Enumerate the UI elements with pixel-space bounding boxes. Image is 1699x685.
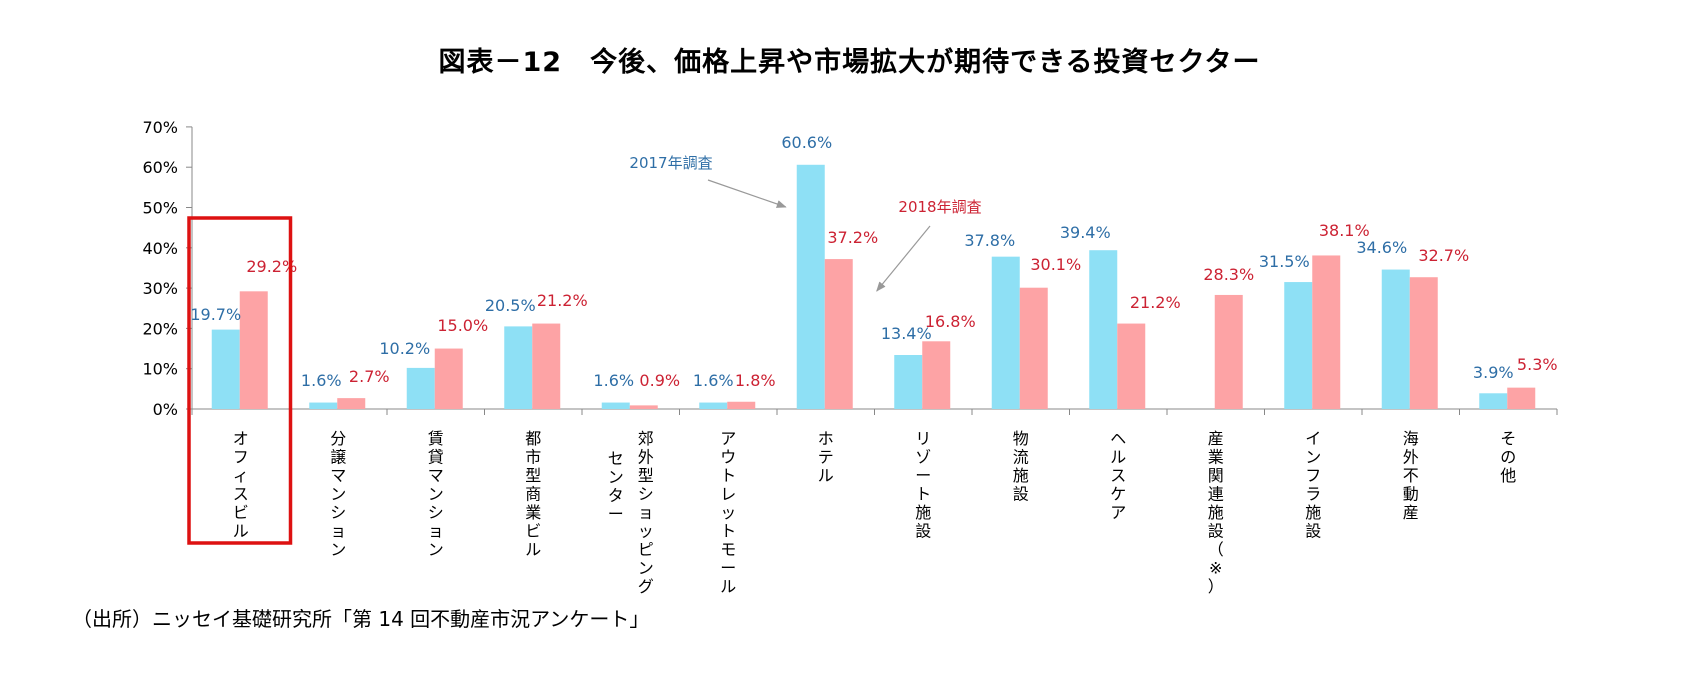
- data-label: 1.6%: [693, 371, 734, 390]
- bar-2017: [1089, 250, 1118, 409]
- data-label: 15.0%: [437, 316, 488, 335]
- callout-arrow-2018: [876, 225, 931, 292]
- data-label: 10.2%: [379, 339, 430, 358]
- bar-2017: [699, 402, 728, 409]
- data-label: 1.6%: [301, 371, 342, 390]
- bar-2018: [1312, 255, 1341, 409]
- y-tick-label: 10%: [142, 360, 178, 379]
- data-label: 37.2%: [827, 228, 878, 247]
- bar-2017: [894, 354, 923, 409]
- data-label: 32.7%: [1418, 246, 1469, 265]
- bar-2017: [1479, 393, 1508, 409]
- data-label: 30.1%: [1030, 255, 1081, 274]
- y-tick-label: 30%: [142, 279, 178, 298]
- data-label: 31.5%: [1259, 252, 1310, 271]
- bar-2018: [434, 348, 463, 409]
- data-label: 16.8%: [925, 312, 976, 331]
- data-label: 28.3%: [1203, 265, 1254, 284]
- bar-2017: [796, 164, 825, 409]
- category-label: 郊外型ショッピング: [638, 429, 654, 596]
- y-tick-label: 60%: [142, 158, 178, 177]
- bar-2018: [824, 259, 853, 409]
- y-tick-label: 20%: [142, 319, 178, 338]
- y-tick-label: 50%: [142, 199, 178, 218]
- bar-2018: [1117, 323, 1146, 409]
- callout-arrow-2017: [707, 179, 787, 208]
- category-label: センター: [608, 449, 624, 524]
- data-label: 21.2%: [1130, 293, 1181, 312]
- bar-2018: [532, 323, 561, 409]
- bar-2018: [239, 291, 268, 409]
- bar-2017: [406, 367, 435, 409]
- chart-annotations: 2017年調査 2018年調査: [629, 154, 982, 292]
- chart-data-labels: 19.7%29.2%1.6% 2.7%10.2%15.0%20.5% 21.2%1.…: [190, 133, 1557, 390]
- bar-2017: [1284, 282, 1313, 409]
- data-label: 34.6%: [1356, 238, 1407, 257]
- data-label: 13.4%: [881, 324, 932, 343]
- bar-2018: [337, 398, 366, 409]
- data-label: 5.3%: [1517, 355, 1558, 374]
- y-tick-label: 0%: [153, 400, 178, 419]
- category-label: リゾート施設: [915, 429, 931, 541]
- category-label: 産業関連施設（※）: [1208, 429, 1224, 596]
- bar-2017: [309, 402, 338, 409]
- callout-2018: 2018年調査: [898, 198, 981, 216]
- data-label: 19.7%: [190, 305, 241, 324]
- category-label: 都市型商業ビル: [525, 429, 541, 559]
- category-label: インフラ施設: [1305, 429, 1321, 541]
- category-label: 賃貸マンション: [428, 429, 444, 559]
- data-label: 3.9%: [1473, 363, 1514, 382]
- y-tick-label: 40%: [142, 239, 178, 258]
- data-label: 21.2%: [537, 291, 588, 310]
- data-label: 1.8%: [735, 371, 776, 390]
- data-label: 0.9%: [639, 371, 680, 390]
- data-label: 60.6%: [781, 133, 832, 152]
- bar-2018: [922, 341, 951, 409]
- category-label: その他: [1500, 429, 1516, 485]
- category-label: アウトレットモール: [720, 429, 736, 596]
- highlight-box: [187, 216, 293, 545]
- data-label: 2.7%: [349, 367, 390, 386]
- bar-2017: [211, 329, 240, 409]
- category-label: 物流施設: [1013, 429, 1029, 504]
- y-tick-label: 70%: [142, 118, 178, 137]
- data-label: 20.5%: [485, 296, 536, 315]
- bar-2017: [1381, 269, 1410, 409]
- bar-2018: [727, 401, 756, 409]
- chart-bars: [211, 164, 1536, 409]
- bar-2018: [1507, 387, 1536, 409]
- category-label: ホテル: [818, 429, 834, 485]
- bar-2018: [1214, 294, 1243, 409]
- chart-category-labels: オフィスビル 分譲マンション 賃貸マンション 都市型商業ビル 郊外型ショッピングセンター…: [187, 216, 1516, 596]
- source-note: （出所）ニッセイ基礎研究所「第 14 回不動産市況アンケート」: [72, 607, 650, 631]
- data-label: 39.4%: [1060, 223, 1111, 242]
- category-label: オフィスビル: [233, 429, 249, 541]
- data-label: 1.6%: [593, 371, 634, 390]
- data-label: 38.1%: [1319, 221, 1370, 240]
- data-label: 29.2%: [246, 257, 297, 276]
- callout-2017: 2017年調査: [629, 154, 712, 172]
- bar-2018: [629, 405, 658, 409]
- data-label: 37.8%: [964, 231, 1015, 250]
- bar-2018: [1409, 277, 1438, 409]
- bar-2017: [991, 256, 1020, 409]
- category-label: ヘルスケア: [1110, 429, 1126, 522]
- category-label: 分譲マンション: [330, 429, 346, 559]
- bar-2017: [504, 326, 533, 409]
- bar-2018: [1019, 287, 1048, 409]
- bar-2017: [601, 402, 630, 409]
- chart-title: 図表－12 今後、価格上昇や市場拡大が期待できる投資セクター: [438, 47, 1261, 78]
- category-label: 海外不動産: [1403, 429, 1419, 522]
